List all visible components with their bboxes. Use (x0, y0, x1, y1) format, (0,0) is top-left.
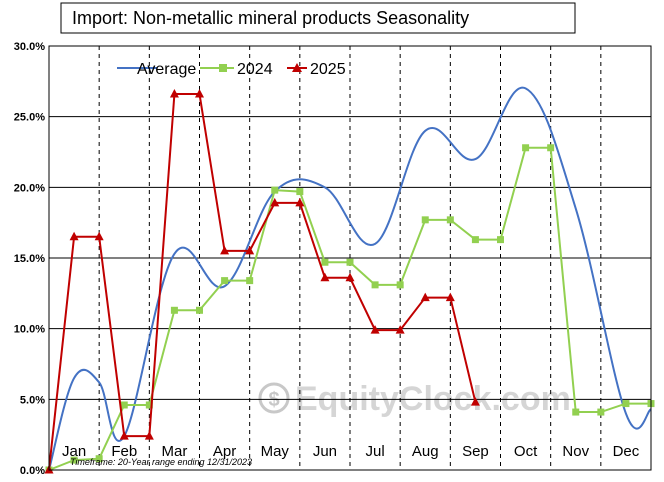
legend-label-2025: 2025 (310, 61, 346, 78)
plot-area-frame (48, 45, 652, 471)
data-point-2024 (572, 408, 580, 416)
data-point-2024 (70, 456, 78, 464)
title-box (60, 2, 576, 34)
data-point-2024 (396, 281, 404, 289)
data-point-2025 (245, 245, 255, 255)
x-tick-label: Jul (365, 443, 384, 460)
data-point-2024 (321, 258, 329, 266)
series-layer (44, 86, 655, 474)
data-point-2024 (622, 400, 630, 408)
x-tick-label: Mar (161, 443, 187, 460)
data-point-2025 (119, 431, 129, 440)
legend: Average 2024 2025 (117, 61, 346, 78)
legend-label-average: Average (137, 61, 196, 78)
x-axis: Jan Feb Mar Apr May Jun Jul Aug Sep Oct Nov Dec (62, 443, 640, 460)
y-axis: 0.0% 5.0% 10.0% 15.0% 20.0% 25.0% 30.0% (14, 41, 45, 477)
data-point-2024 (497, 236, 504, 244)
data-point-2025 (270, 197, 280, 207)
data-point-2024 (246, 277, 254, 285)
x-tick-label: Nov (562, 443, 589, 460)
x-tick-label: Apr (213, 443, 236, 460)
x-tick-label: Sep (462, 443, 489, 460)
timeframe-footnote: Timeframe: 20-Year range ending 12/31/20… (70, 457, 252, 467)
data-point-2024 (271, 186, 279, 194)
data-point-2024 (522, 144, 530, 152)
x-tick-label: Oct (514, 443, 538, 460)
data-point-2025 (420, 292, 430, 302)
data-point-2024 (346, 258, 354, 266)
legend-marker-2024 (219, 64, 227, 72)
y-tick-label: 15.0% (14, 253, 45, 265)
y-tick-label: 10.0% (14, 324, 45, 336)
chart-title: Import: Non-metallic mineral products Se… (72, 8, 469, 28)
data-point-2025 (94, 231, 104, 241)
data-point-2025 (445, 292, 455, 302)
data-point-2025 (144, 431, 154, 440)
x-tick-label: Dec (613, 443, 640, 460)
series-line-average (48, 86, 652, 471)
data-point-2024 (95, 455, 103, 463)
data-point-2024 (196, 306, 203, 314)
y-tick-label: 0.0% (20, 465, 45, 477)
data-point-2025 (320, 272, 330, 282)
data-point-2024 (471, 236, 479, 244)
data-point-2025 (195, 89, 204, 98)
y-tick-label: 30.0% (14, 41, 45, 53)
svg-text:$: $ (268, 389, 279, 411)
y-tick-label: 20.0% (14, 182, 45, 194)
legend-marker-2025 (292, 63, 302, 72)
x-tick-label: May (261, 443, 290, 460)
data-point-2025 (370, 325, 380, 334)
grid-lines (49, 46, 651, 470)
data-point-2025 (69, 231, 79, 241)
data-point-2024 (145, 401, 153, 409)
data-point-2024 (421, 216, 429, 224)
series-line-2025 (48, 93, 477, 471)
data-point-2024 (371, 281, 379, 289)
data-point-2024 (446, 216, 454, 224)
x-tick-label: Aug (412, 443, 439, 460)
series-line-2024 (48, 146, 651, 471)
data-point-2025 (295, 197, 305, 207)
data-point-2025 (169, 89, 179, 98)
data-point-2024 (296, 188, 304, 196)
data-point-2024 (547, 144, 555, 152)
x-tick-label: Jan (62, 443, 86, 460)
x-tick-label: Feb (111, 443, 137, 460)
data-point-2025 (395, 325, 405, 334)
x-tick-label: Jun (313, 443, 337, 460)
data-point-2024 (221, 277, 229, 285)
data-point-2024 (597, 408, 605, 416)
data-point-2024 (170, 306, 178, 314)
data-point-2025 (345, 272, 355, 282)
legend-label-2024: 2024 (237, 61, 273, 78)
data-point-2025 (470, 397, 480, 406)
y-tick-label: 25.0% (14, 112, 45, 124)
data-point-2025 (220, 245, 230, 255)
data-point-2024 (120, 401, 128, 409)
y-tick-label: 5.0% (20, 394, 45, 406)
